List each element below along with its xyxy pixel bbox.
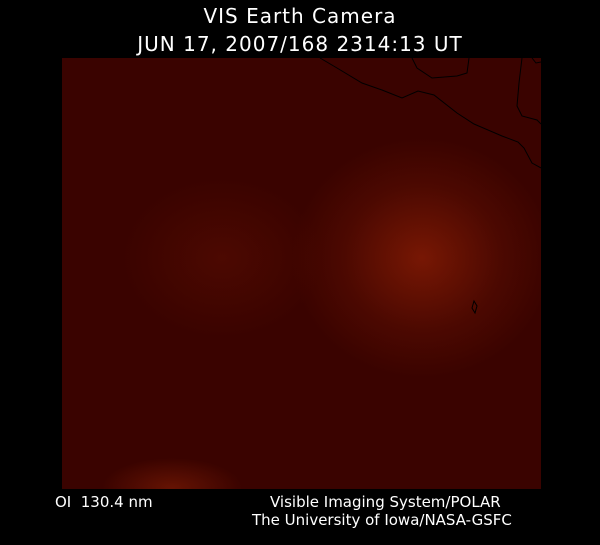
coastline [516,58,541,125]
coastline-overlay [319,58,541,315]
earth-camera-image [62,58,541,489]
image-datetime: JUN 17, 2007/168 2314:13 UT [137,32,463,56]
coastline [531,58,541,64]
credit-line-2: The University of Iowa/NASA-GSFC [252,511,512,529]
wavelength-label: OI 130.4 nm [55,493,153,511]
coastline [411,58,470,79]
emission-region [292,138,541,378]
emission-region [122,178,322,338]
image-title: VIS Earth Camera [203,4,397,28]
coastline [319,58,541,169]
island [471,299,478,315]
credit-line-1: Visible Imaging System/POLAR [270,493,501,511]
